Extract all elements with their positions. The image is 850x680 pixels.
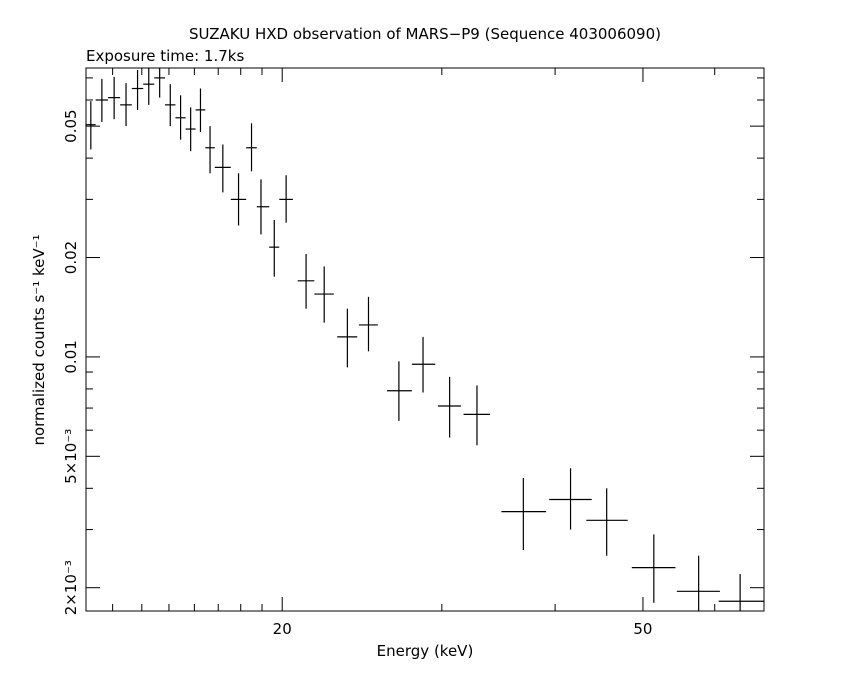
data-point xyxy=(185,107,196,152)
data-point xyxy=(387,361,412,421)
y-tick-label: 2×10⁻³ xyxy=(62,560,80,615)
data-point xyxy=(205,126,215,174)
data-point xyxy=(214,144,231,193)
x-axis-ticks: 20 50 xyxy=(273,68,652,638)
y-tick-label: 5×10⁻³ xyxy=(62,429,80,484)
y-tick-label: 0.05 xyxy=(62,109,80,142)
data-point xyxy=(358,296,378,352)
data-point xyxy=(154,68,166,98)
data-point xyxy=(269,219,280,277)
data-point xyxy=(95,78,109,122)
data-point xyxy=(586,488,628,556)
data-point xyxy=(463,385,490,446)
data-point xyxy=(631,534,676,603)
plot-frame xyxy=(85,67,765,612)
data-point xyxy=(297,253,315,309)
data-point xyxy=(246,123,257,172)
data-point xyxy=(165,84,176,127)
y-tick-label: 0.02 xyxy=(62,241,80,274)
chart-subtitle: Exposure time: 1.7ks xyxy=(86,47,244,65)
data-point xyxy=(230,173,247,226)
data-point xyxy=(195,88,206,132)
data-point xyxy=(279,175,293,223)
data-points xyxy=(86,68,764,611)
data-point xyxy=(108,76,121,120)
data-point xyxy=(718,574,764,611)
data-point xyxy=(86,101,96,150)
x-tick-label: 50 xyxy=(633,620,652,638)
data-point xyxy=(120,83,132,127)
x-tick-label: 20 xyxy=(273,620,292,638)
y-tick-label: 0.01 xyxy=(62,340,80,373)
data-point xyxy=(676,555,720,611)
data-point xyxy=(314,266,334,323)
data-point xyxy=(175,95,186,140)
data-point xyxy=(337,308,358,368)
y-axis-ticks: 2×10⁻³ 5×10⁻³ 0.01 0.02 0.05 xyxy=(62,109,764,615)
y-axis-label: normalized counts s⁻¹ keV⁻¹ xyxy=(30,234,48,445)
data-point xyxy=(143,68,155,105)
minor-ticks xyxy=(86,68,764,611)
x-axis-label: Energy (keV) xyxy=(377,642,474,660)
data-point xyxy=(437,376,462,438)
data-point xyxy=(411,336,436,393)
data-point xyxy=(501,477,547,551)
chart-title: SUZAKU HXD observation of MARS−P9 (Seque… xyxy=(189,25,661,43)
data-point xyxy=(256,179,270,235)
data-point xyxy=(131,69,144,110)
data-point xyxy=(549,468,592,530)
